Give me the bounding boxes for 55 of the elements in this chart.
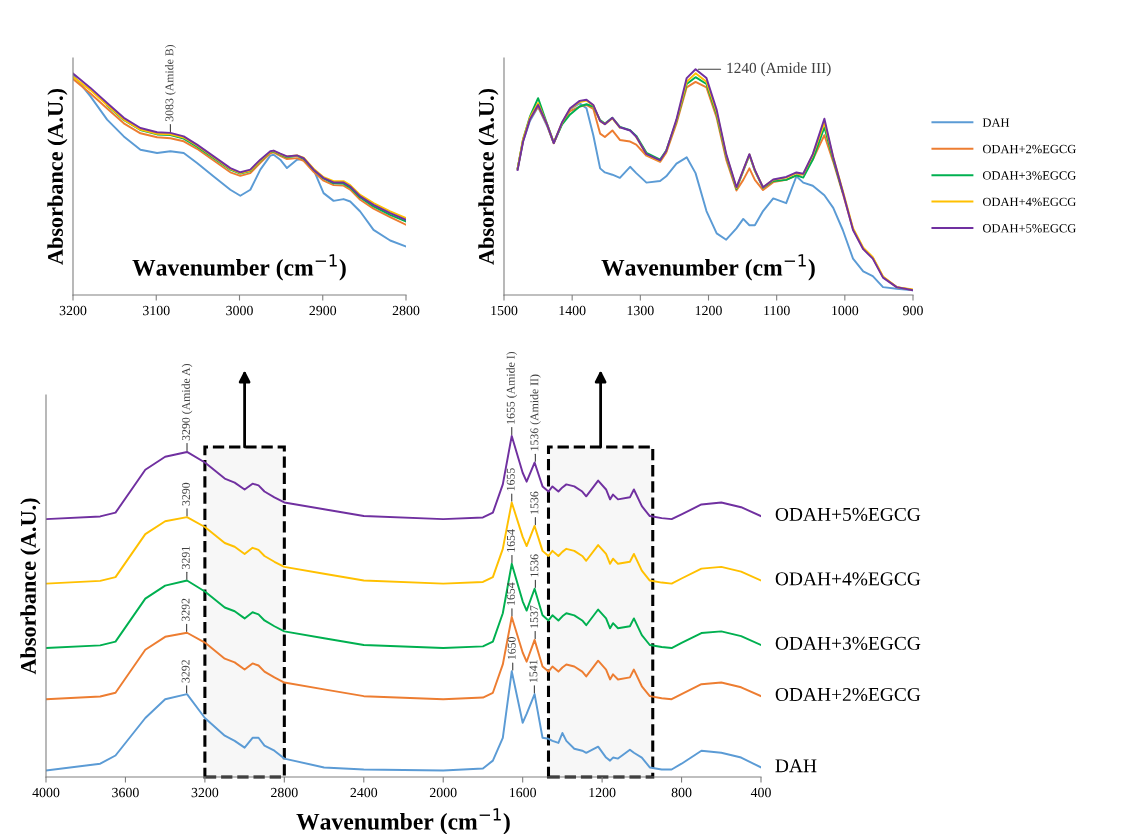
x-tick-label: 900 (903, 305, 923, 316)
x-tick-label: 2000 (429, 787, 457, 798)
annotation: 1655 (506, 468, 515, 491)
x-tick-label: 1400 (559, 305, 586, 316)
x-tick-label: 2800 (392, 305, 420, 316)
x-axis-title: Wavenumber (cm$^{−1}$) (132, 254, 346, 281)
annotation: 1536 (530, 554, 539, 577)
annotation: 1650 (507, 637, 516, 660)
x-tick-label: 3200 (59, 305, 87, 316)
x-tick-label: 1000 (832, 305, 859, 316)
x-tick-label: 400 (750, 787, 771, 798)
y-axis-title: Absorbance (A.U.) (20, 498, 41, 675)
legend-label: ODAH+2%EGCG (982, 144, 1076, 154)
x-tick-label: 2800 (271, 787, 298, 798)
x-tick-label: 800 (671, 787, 692, 798)
x-tick-label: 3200 (191, 787, 219, 798)
x-tick-label: 3000 (226, 305, 253, 316)
x-tick-label: 1600 (510, 787, 537, 798)
x-tick-label: 3100 (143, 305, 170, 316)
x-tick-label: 2900 (309, 305, 337, 316)
legend-label: DAH (982, 118, 1010, 127)
annotation: 3292 (181, 660, 190, 683)
x-tick-label: 3600 (112, 787, 139, 798)
annotation: 1655 (Amide I) (506, 351, 518, 424)
x-axis-title: Wavenumber (cm$^{−1}$) (601, 254, 815, 281)
annotation: 1536 (530, 491, 539, 514)
annotation: 1537 (530, 605, 539, 628)
x-tick-label: 1500 (491, 305, 518, 316)
series-label: ODAH+5%EGCG (775, 507, 921, 522)
legend-label: ODAH+4%EGCG (982, 197, 1076, 207)
annotation: 1541 (529, 660, 538, 682)
annotation: 1240 (Amide III) (727, 62, 831, 77)
x-tick-label: 4000 (32, 787, 60, 798)
annotation: 3291 (181, 546, 190, 569)
x-tick-label: 2400 (350, 787, 378, 798)
series-label: ODAH+4%EGCG (775, 572, 921, 586)
annotation: 3290 (182, 482, 190, 506)
x-tick-label: 1200 (695, 305, 722, 316)
series-label: ODAH+2%EGCG (775, 687, 921, 702)
y-axis-title: Absorbance (A.U.) (47, 88, 68, 265)
annotation: 3083 (Amide B) (165, 44, 176, 122)
annotation: 1654 (506, 529, 515, 552)
annotation: 1536 (Amide II) (530, 374, 541, 451)
legend-label: ODAH+5%EGCG (982, 224, 1076, 233)
y-axis-title: Absorbance (A.U.) (478, 88, 499, 265)
x-tick-label: 1300 (627, 305, 654, 316)
x-axis-title: Wavenumber (cm$^{−1}$) (296, 808, 510, 834)
series-label: DAH (775, 759, 817, 773)
x-tick-label: 1100 (764, 305, 790, 316)
x-tick-label: 1200 (589, 787, 616, 798)
annotation: 1654 (506, 582, 515, 605)
annotation: 3290 (Amide A) (181, 363, 193, 441)
series-label: ODAH+3%EGCG (775, 636, 921, 650)
legend-label: ODAH+3%EGCG (982, 171, 1076, 180)
annotation: 3292 (181, 598, 190, 622)
